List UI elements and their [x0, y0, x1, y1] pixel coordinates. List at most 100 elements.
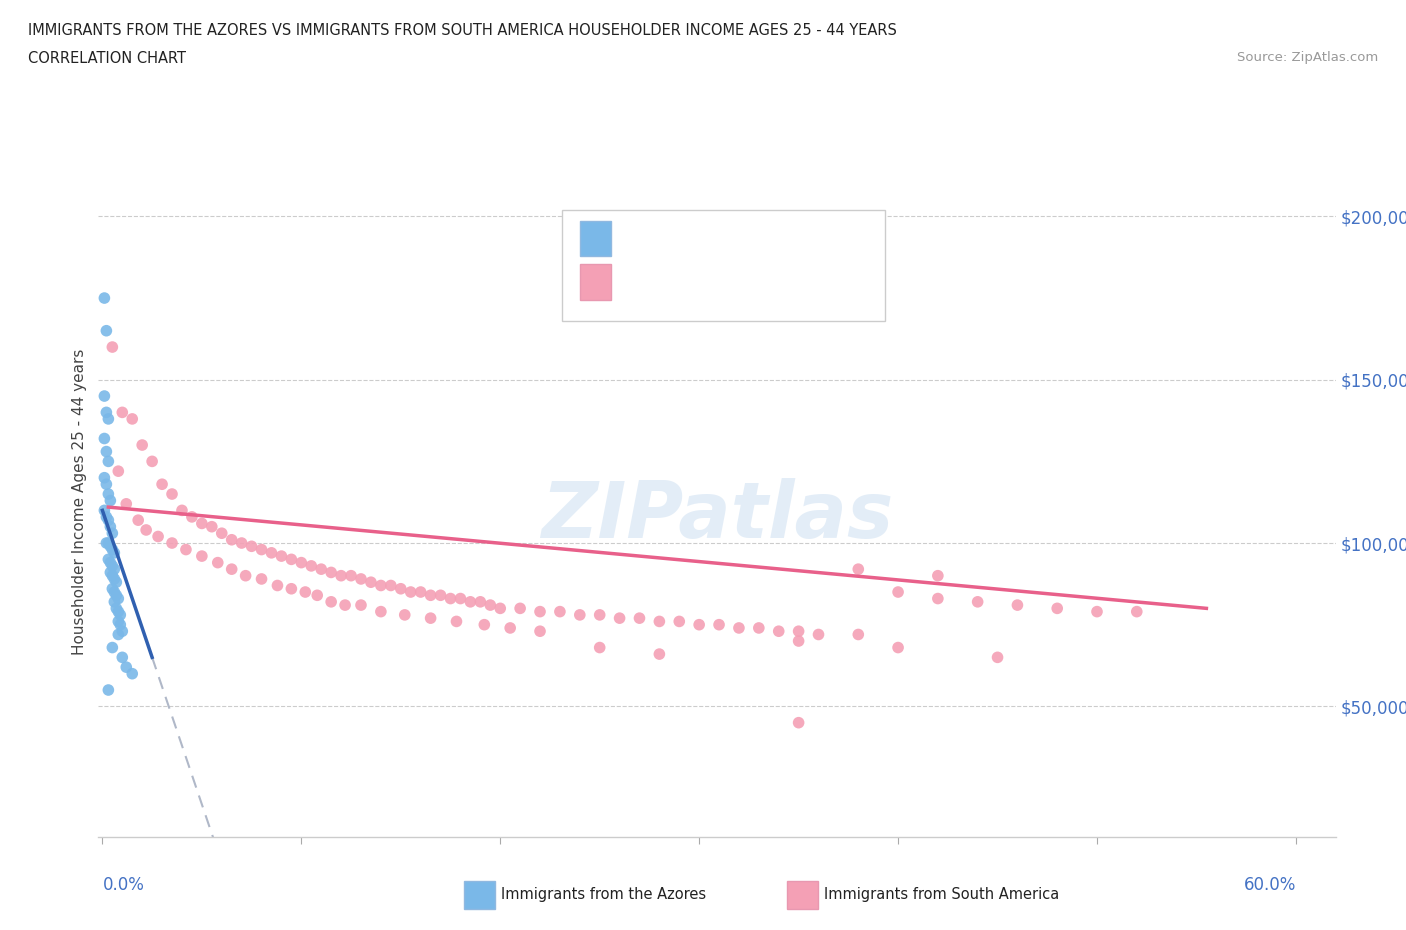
- Point: [111, 650, 134, 665]
- Point: [107, 627, 129, 642]
- Text: CORRELATION CHART: CORRELATION CHART: [28, 51, 186, 66]
- Point: [409, 585, 432, 600]
- Point: [97, 683, 120, 698]
- Point: [96, 445, 118, 459]
- Point: [97, 486, 120, 501]
- Point: [96, 536, 118, 551]
- Point: [309, 562, 332, 577]
- Point: [160, 536, 183, 551]
- Point: [548, 604, 571, 619]
- Point: [370, 578, 392, 593]
- Point: [927, 568, 949, 583]
- Point: [103, 545, 125, 560]
- Point: [110, 607, 132, 622]
- Point: [330, 568, 353, 583]
- Point: [568, 607, 591, 622]
- Point: [260, 545, 283, 560]
- Point: [499, 620, 522, 635]
- Point: [221, 532, 243, 547]
- Point: [170, 503, 193, 518]
- Point: [1046, 601, 1069, 616]
- Point: [101, 640, 124, 655]
- Point: [96, 324, 118, 339]
- Point: [101, 581, 124, 596]
- Point: [589, 607, 612, 622]
- Point: [191, 549, 214, 564]
- Point: [294, 585, 316, 600]
- Point: [180, 510, 202, 525]
- Point: [887, 640, 910, 655]
- Point: [115, 659, 138, 674]
- Point: [333, 598, 356, 613]
- Point: [370, 604, 392, 619]
- Point: [321, 565, 343, 580]
- Point: [529, 624, 551, 639]
- Point: [429, 588, 451, 603]
- Point: [105, 588, 128, 603]
- Point: [174, 542, 197, 557]
- Point: [131, 438, 153, 453]
- Point: [1085, 604, 1108, 619]
- Point: [127, 512, 149, 527]
- Point: [399, 585, 422, 600]
- Point: [97, 454, 120, 469]
- Point: [103, 572, 125, 587]
- Point: [93, 389, 115, 404]
- Text: 60.0%: 60.0%: [1243, 876, 1296, 895]
- Point: [201, 519, 224, 534]
- Point: [350, 572, 373, 587]
- Point: [98, 565, 121, 580]
- Point: [96, 510, 118, 525]
- Point: [628, 611, 651, 626]
- Point: [191, 516, 214, 531]
- Point: [787, 624, 810, 639]
- Point: [98, 519, 121, 534]
- Point: [97, 536, 120, 551]
- Point: [270, 549, 292, 564]
- Point: [648, 646, 671, 661]
- Text: IMMIGRANTS FROM THE AZORES VS IMMIGRANTS FROM SOUTH AMERICA HOUSEHOLDER INCOME A: IMMIGRANTS FROM THE AZORES VS IMMIGRANTS…: [28, 23, 897, 38]
- Point: [98, 538, 121, 553]
- Point: [728, 620, 751, 635]
- Point: [250, 542, 273, 557]
- Point: [509, 601, 531, 616]
- Point: [207, 555, 229, 570]
- Point: [240, 538, 263, 553]
- Point: [446, 614, 468, 629]
- Point: [887, 585, 910, 600]
- Point: [266, 578, 288, 593]
- Point: [419, 611, 441, 626]
- Text: Immigrants from South America: Immigrants from South America: [824, 887, 1059, 902]
- Point: [103, 562, 125, 577]
- Text: ZIPatlas: ZIPatlas: [541, 478, 893, 553]
- Point: [93, 290, 115, 305]
- Point: [321, 594, 343, 609]
- Point: [787, 715, 810, 730]
- Point: [107, 591, 129, 606]
- Point: [97, 551, 120, 566]
- Point: [707, 618, 730, 632]
- Point: [340, 568, 363, 583]
- Point: [111, 624, 134, 639]
- Point: [846, 627, 869, 642]
- Point: [105, 575, 128, 590]
- Point: [103, 585, 125, 600]
- Point: [110, 618, 132, 632]
- Point: [115, 497, 138, 512]
- Point: [121, 411, 143, 426]
- Text: Source: ZipAtlas.com: Source: ZipAtlas.com: [1237, 51, 1378, 64]
- Text: R = -0.343    N = 47: R = -0.343 N = 47: [620, 230, 804, 247]
- Point: [419, 588, 441, 603]
- Text: R = -0.297    N = 98: R = -0.297 N = 98: [620, 273, 804, 291]
- Point: [103, 594, 125, 609]
- Point: [231, 536, 253, 551]
- Point: [460, 594, 482, 609]
- Point: [101, 568, 124, 583]
- Point: [768, 624, 790, 639]
- Point: [350, 598, 373, 613]
- Point: [290, 555, 312, 570]
- Point: [380, 578, 402, 593]
- Point: [97, 512, 120, 527]
- Point: [101, 542, 124, 557]
- Point: [107, 604, 129, 619]
